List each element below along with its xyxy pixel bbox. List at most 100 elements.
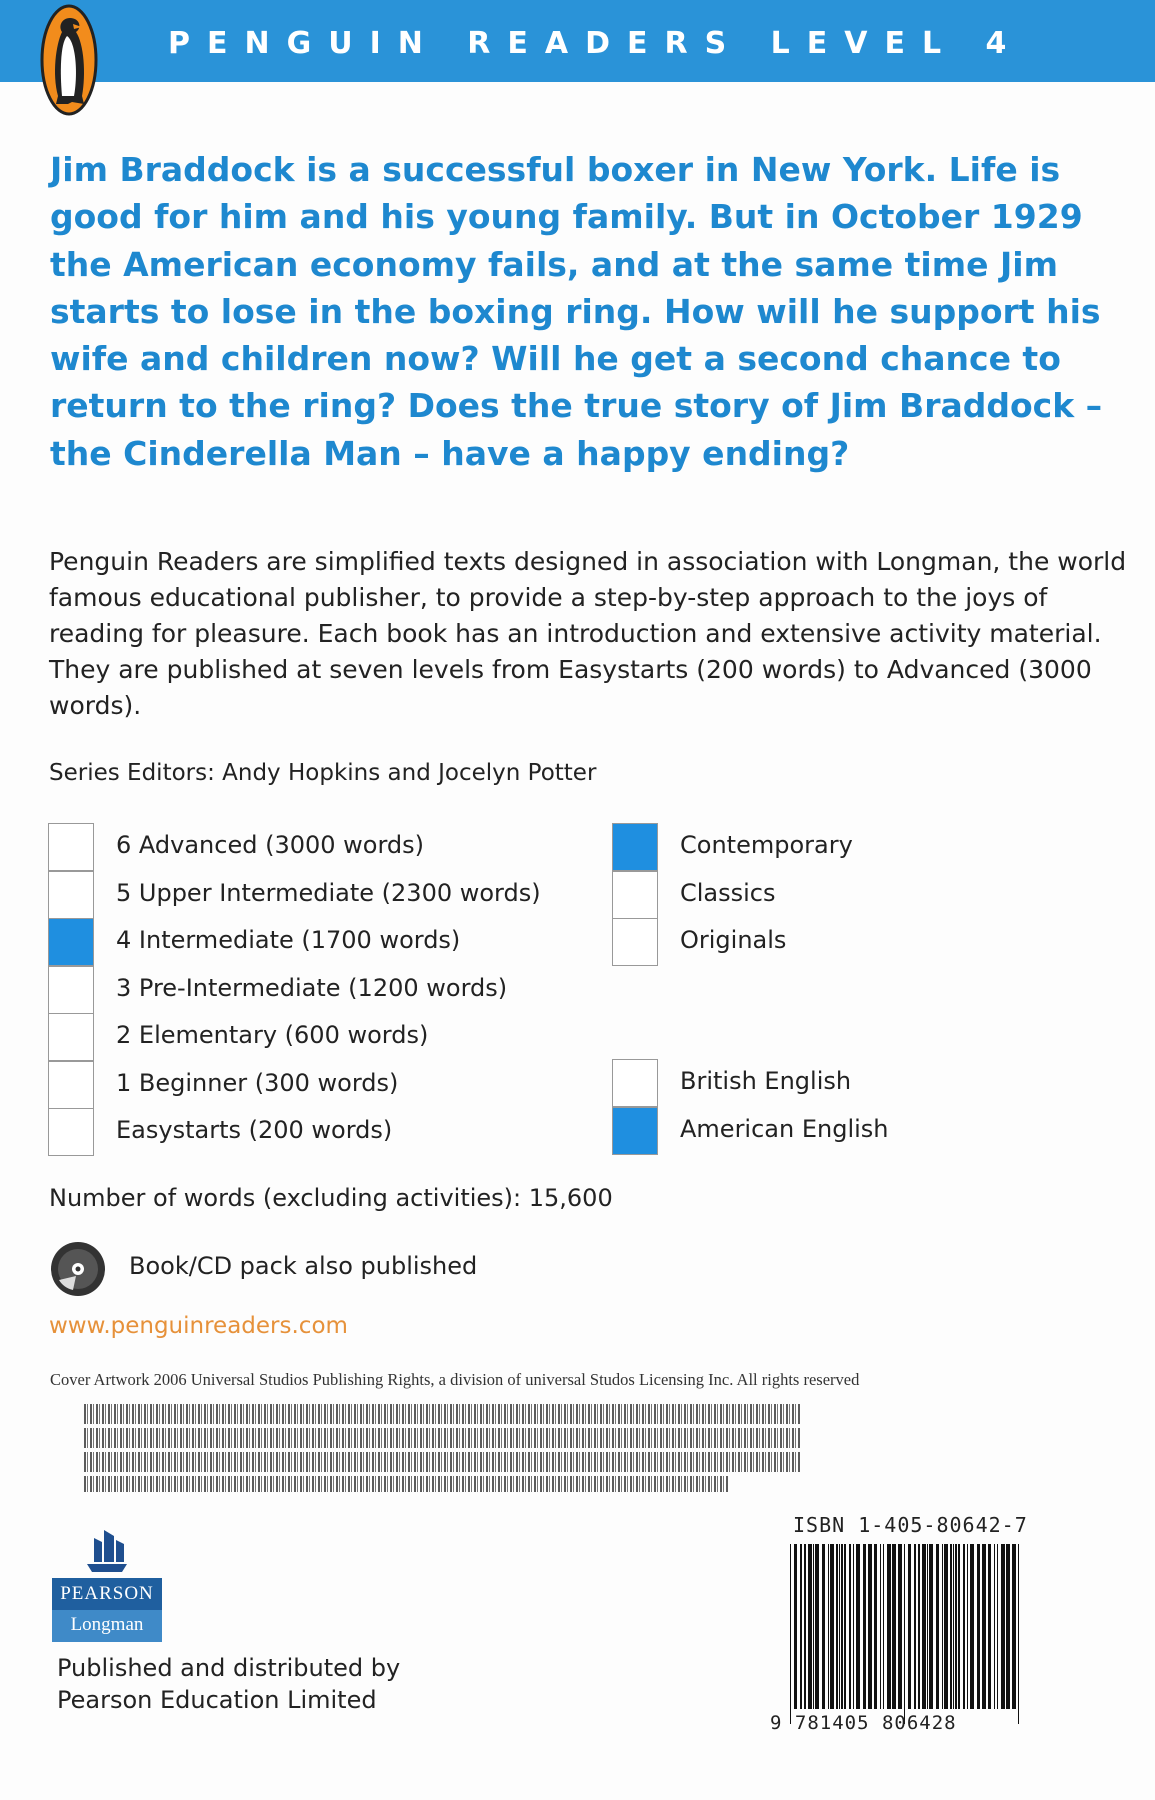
checkbox — [612, 918, 658, 966]
barcode-bar — [1001, 1544, 1005, 1709]
barcode-bar — [994, 1544, 995, 1709]
barcode — [790, 1544, 1019, 1724]
barcode-bar — [887, 1544, 891, 1709]
checkbox — [48, 870, 94, 919]
checkbox — [612, 1059, 658, 1107]
cd-icon — [51, 1242, 105, 1296]
film-credits-block — [84, 1404, 800, 1524]
barcode-bar — [844, 1544, 846, 1709]
barcode-bar — [958, 1544, 960, 1709]
level-row: 4 Intermediate (1700 words) — [48, 918, 608, 966]
barcode-bar — [822, 1544, 825, 1709]
barcode-bar — [950, 1544, 952, 1709]
barcode-bar — [880, 1544, 881, 1709]
publisher-note: Published and distributed by Pearson Edu… — [57, 1652, 400, 1716]
barcode-bar — [874, 1544, 877, 1709]
barcode-bar — [955, 1544, 957, 1709]
barcode-bar — [863, 1544, 866, 1709]
barcode-bar — [936, 1544, 939, 1709]
barcode-bar — [942, 1544, 943, 1709]
level-label: 6 Advanced (3000 words) — [116, 831, 425, 859]
barcode-bar — [918, 1544, 920, 1709]
barcode-bar — [970, 1544, 974, 1709]
checkbox — [48, 823, 94, 871]
credits-line — [84, 1404, 800, 1424]
english-row: American English — [612, 1106, 1155, 1155]
barcode-bar — [853, 1544, 854, 1709]
level-row: 3 Pre-Intermediate (1200 words) — [48, 965, 608, 1014]
level-label: 2 Elementary (600 words) — [116, 1021, 429, 1049]
website-link[interactable]: www.penguinreaders.com — [49, 1313, 348, 1339]
barcode-bar — [830, 1544, 834, 1709]
barcode-bar — [922, 1544, 926, 1709]
pearson-longman-logo: PEARSON Longman — [52, 1524, 162, 1642]
barcode-bar — [790, 1544, 791, 1724]
barcode-bar — [977, 1544, 980, 1709]
longman-label: Longman — [52, 1610, 162, 1642]
checkbox — [48, 1013, 94, 1061]
publisher-line: Pearson Education Limited — [57, 1686, 377, 1714]
barcode-bar — [904, 1544, 905, 1724]
barcode-bar — [963, 1544, 965, 1709]
type-checklist: Contemporary Classics Originals — [612, 823, 1155, 966]
penguin-logo-icon — [40, 4, 98, 116]
barcode-bar — [839, 1544, 840, 1709]
level-label: 3 Pre-Intermediate (1200 words) — [116, 973, 508, 1002]
barcode-bar — [841, 1544, 843, 1709]
barcode-bar — [813, 1544, 814, 1709]
barcode-bar — [988, 1544, 991, 1709]
level-row: Easystarts (200 words) — [48, 1108, 608, 1156]
barcode-bar — [1012, 1544, 1016, 1709]
type-label: Classics — [680, 878, 776, 907]
word-count: Number of words (excluding activities): … — [49, 1184, 613, 1212]
type-label: Originals — [680, 926, 787, 954]
barcode-bar — [828, 1544, 829, 1709]
cd-pack-note: Book/CD pack also published — [129, 1252, 478, 1280]
barcode-bar — [982, 1544, 986, 1709]
barcode-bar — [967, 1544, 968, 1709]
barcode-bar — [908, 1544, 911, 1709]
checkbox-checked — [48, 918, 94, 966]
barcode-bar — [856, 1544, 860, 1709]
barcode-bar — [1018, 1544, 1019, 1724]
barcode-bar — [836, 1544, 838, 1709]
credits-line — [84, 1452, 800, 1472]
level-checklist: 6 Advanced (3000 words) 5 Upper Intermed… — [48, 823, 608, 1156]
credits-line — [84, 1476, 729, 1492]
english-label: American English — [680, 1114, 889, 1143]
series-editors: Series Editors: Andy Hopkins and Jocelyn… — [49, 760, 597, 786]
series-title: PENGUIN READERS LEVEL 4 — [168, 26, 1024, 61]
level-row: 2 Elementary (600 words) — [48, 1013, 608, 1061]
barcode-bar — [944, 1544, 948, 1709]
publisher-line: Published and distributed by — [57, 1654, 401, 1682]
type-row: Contemporary — [612, 823, 1155, 871]
barcode-bar — [868, 1544, 872, 1709]
level-row: 5 Upper Intermediate (2300 words) — [48, 870, 608, 919]
level-label: 4 Intermediate (1700 words) — [116, 926, 461, 954]
english-label: British English — [680, 1067, 852, 1095]
english-row: British English — [612, 1059, 1155, 1107]
checkbox — [48, 1108, 94, 1156]
barcode-bar — [997, 1544, 998, 1709]
english-checklist: British English American English — [612, 1059, 1155, 1155]
checkbox — [612, 870, 658, 919]
type-row: Originals — [612, 918, 1155, 966]
type-label: Contemporary — [680, 831, 853, 859]
level-row: 6 Advanced (3000 words) — [48, 823, 608, 871]
barcode-bar — [1006, 1544, 1010, 1709]
barcode-bar — [804, 1544, 806, 1709]
barcode-bar — [794, 1544, 797, 1709]
barcode-bar — [929, 1544, 933, 1709]
level-row: 1 Beginner (300 words) — [48, 1060, 608, 1109]
cover-credit: Cover Artwork 2006 Universal Studios Pub… — [50, 1370, 860, 1389]
barcode-bar — [815, 1544, 819, 1709]
series-description: Penguin Readers are simplified texts des… — [49, 547, 1127, 720]
isbn: ISBN 1-405-80642-7 — [793, 1513, 1028, 1537]
barcode-bar — [800, 1544, 802, 1709]
level-label: 5 Upper Intermediate (2300 words) — [116, 878, 541, 907]
ship-icon — [87, 1530, 127, 1572]
header-band: PENGUIN READERS LEVEL 4 — [0, 0, 1155, 82]
checkbox-checked — [612, 823, 658, 871]
level-label: Easystarts (200 words) — [116, 1116, 393, 1144]
type-row: Classics — [612, 870, 1155, 919]
